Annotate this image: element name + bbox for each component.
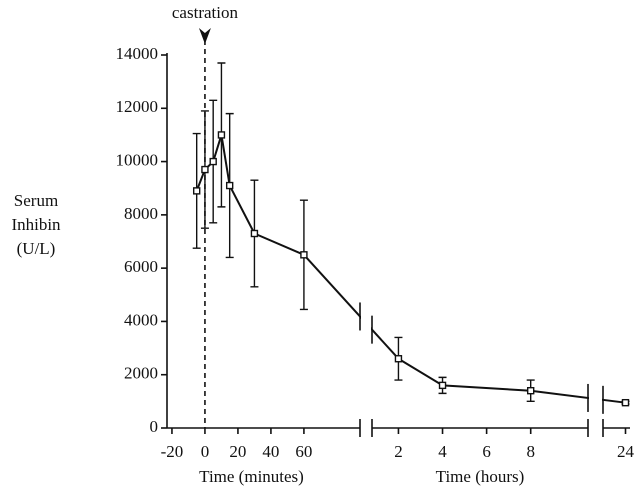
- annotation: castration: [172, 3, 239, 22]
- data-point: [201, 165, 209, 174]
- x-tick-label: 6: [482, 442, 491, 461]
- y-tick-label: 8000: [124, 204, 158, 223]
- y-axis-label: Inhibin: [11, 215, 61, 234]
- y-tick-label: 12000: [116, 97, 159, 116]
- data-point: [438, 381, 447, 390]
- data-point: [300, 251, 308, 259]
- x-tick-label: 0: [201, 442, 210, 461]
- x-tick-label: 40: [262, 442, 279, 461]
- data-point: [225, 181, 234, 190]
- data-point: [394, 355, 403, 363]
- x-tick-label: 8: [526, 442, 535, 461]
- x-tick-label: 20: [229, 442, 246, 461]
- y-tick-label: 0: [150, 417, 159, 436]
- connector-line: [530, 389, 626, 404]
- y-tick-label: 6000: [124, 257, 158, 276]
- axis-break-gap: [589, 150, 602, 436]
- data-point: [621, 398, 630, 407]
- x-tick-label: 4: [438, 442, 447, 461]
- data-point: [250, 229, 259, 238]
- x-tick-label: 24: [617, 442, 635, 461]
- x-axis-label: Time (hours): [436, 467, 525, 486]
- event-arrow: [198, 28, 211, 44]
- y-tick-label: 2000: [124, 364, 158, 383]
- x-tick-label: 2: [394, 442, 403, 461]
- y-axis-label: (U/L): [17, 239, 56, 258]
- data-point: [192, 187, 201, 195]
- data-point: [526, 387, 535, 395]
- y-tick-label: 4000: [124, 310, 158, 329]
- x-axis-label: Time (minutes): [199, 467, 304, 486]
- connector-line: [303, 254, 400, 360]
- data-line: [397, 357, 531, 392]
- data-point: [209, 157, 217, 166]
- y-tick-label: 14000: [116, 44, 159, 63]
- y-tick-label: 10000: [116, 150, 159, 169]
- y-axis-label: Serum: [14, 191, 58, 210]
- x-tick-label: -20: [161, 442, 184, 461]
- data-point: [217, 131, 226, 139]
- axis-break-gap: [361, 150, 371, 436]
- x-tick-label: 60: [295, 442, 312, 461]
